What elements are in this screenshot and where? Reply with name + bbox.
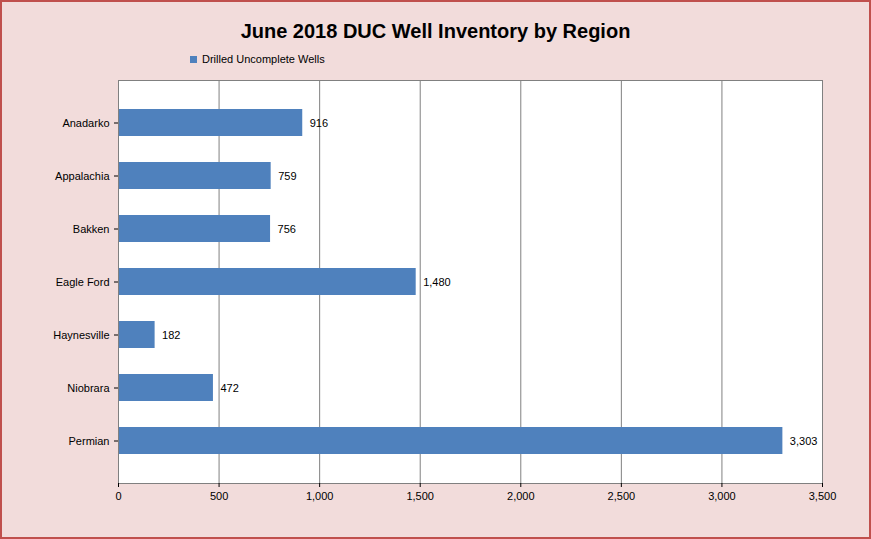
svg-text:Haynesville: Haynesville [53,329,109,341]
svg-text:916: 916 [310,117,328,129]
svg-text:2,000: 2,000 [507,490,535,502]
svg-text:1,500: 1,500 [406,490,434,502]
svg-text:500: 500 [210,490,228,502]
svg-text:Appalachia: Appalachia [55,170,110,182]
svg-text:182: 182 [162,329,180,341]
svg-text:756: 756 [278,223,296,235]
svg-text:Eagle Ford: Eagle Ford [56,276,110,288]
svg-text:3,303: 3,303 [790,435,818,447]
html-text:Drilled Uncomplete Wells: Drilled Uncomplete Wells [202,53,325,65]
html-text:June 2018 DUC Well Inventory b: June 2018 DUC Well Inventory by Region [240,20,631,42]
svg-text:1,480: 1,480 [423,276,451,288]
svg-text:759: 759 [278,170,296,182]
svg-text:Permian: Permian [69,435,110,447]
svg-text:2,500: 2,500 [608,490,636,502]
svg-text:Niobrara: Niobrara [67,382,110,394]
svg-text:3,500: 3,500 [809,490,837,502]
svg-text:1,000: 1,000 [306,490,334,502]
svg-text:472: 472 [220,382,238,394]
svg-text:Anadarko: Anadarko [62,117,109,129]
svg-text:3,000: 3,000 [708,490,736,502]
svg-text:0: 0 [115,490,121,502]
svg-text:Bakken: Bakken [73,223,110,235]
